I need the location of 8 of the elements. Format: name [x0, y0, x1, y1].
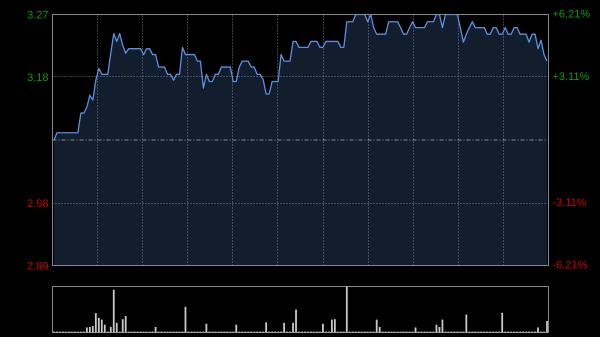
y2-tick-label: -6.21%: [552, 260, 588, 272]
y-tick-label: 2.89: [27, 260, 49, 272]
y-tick-label: 3.27: [27, 10, 49, 22]
y-tick-label: 2.98: [27, 198, 49, 210]
y-tick-label: 3.18: [27, 72, 49, 84]
y2-tick-label: +6.21%: [552, 8, 590, 20]
y2-tick-label: -3.11%: [552, 196, 587, 209]
y2-tick-label: +3.11%: [552, 71, 590, 84]
